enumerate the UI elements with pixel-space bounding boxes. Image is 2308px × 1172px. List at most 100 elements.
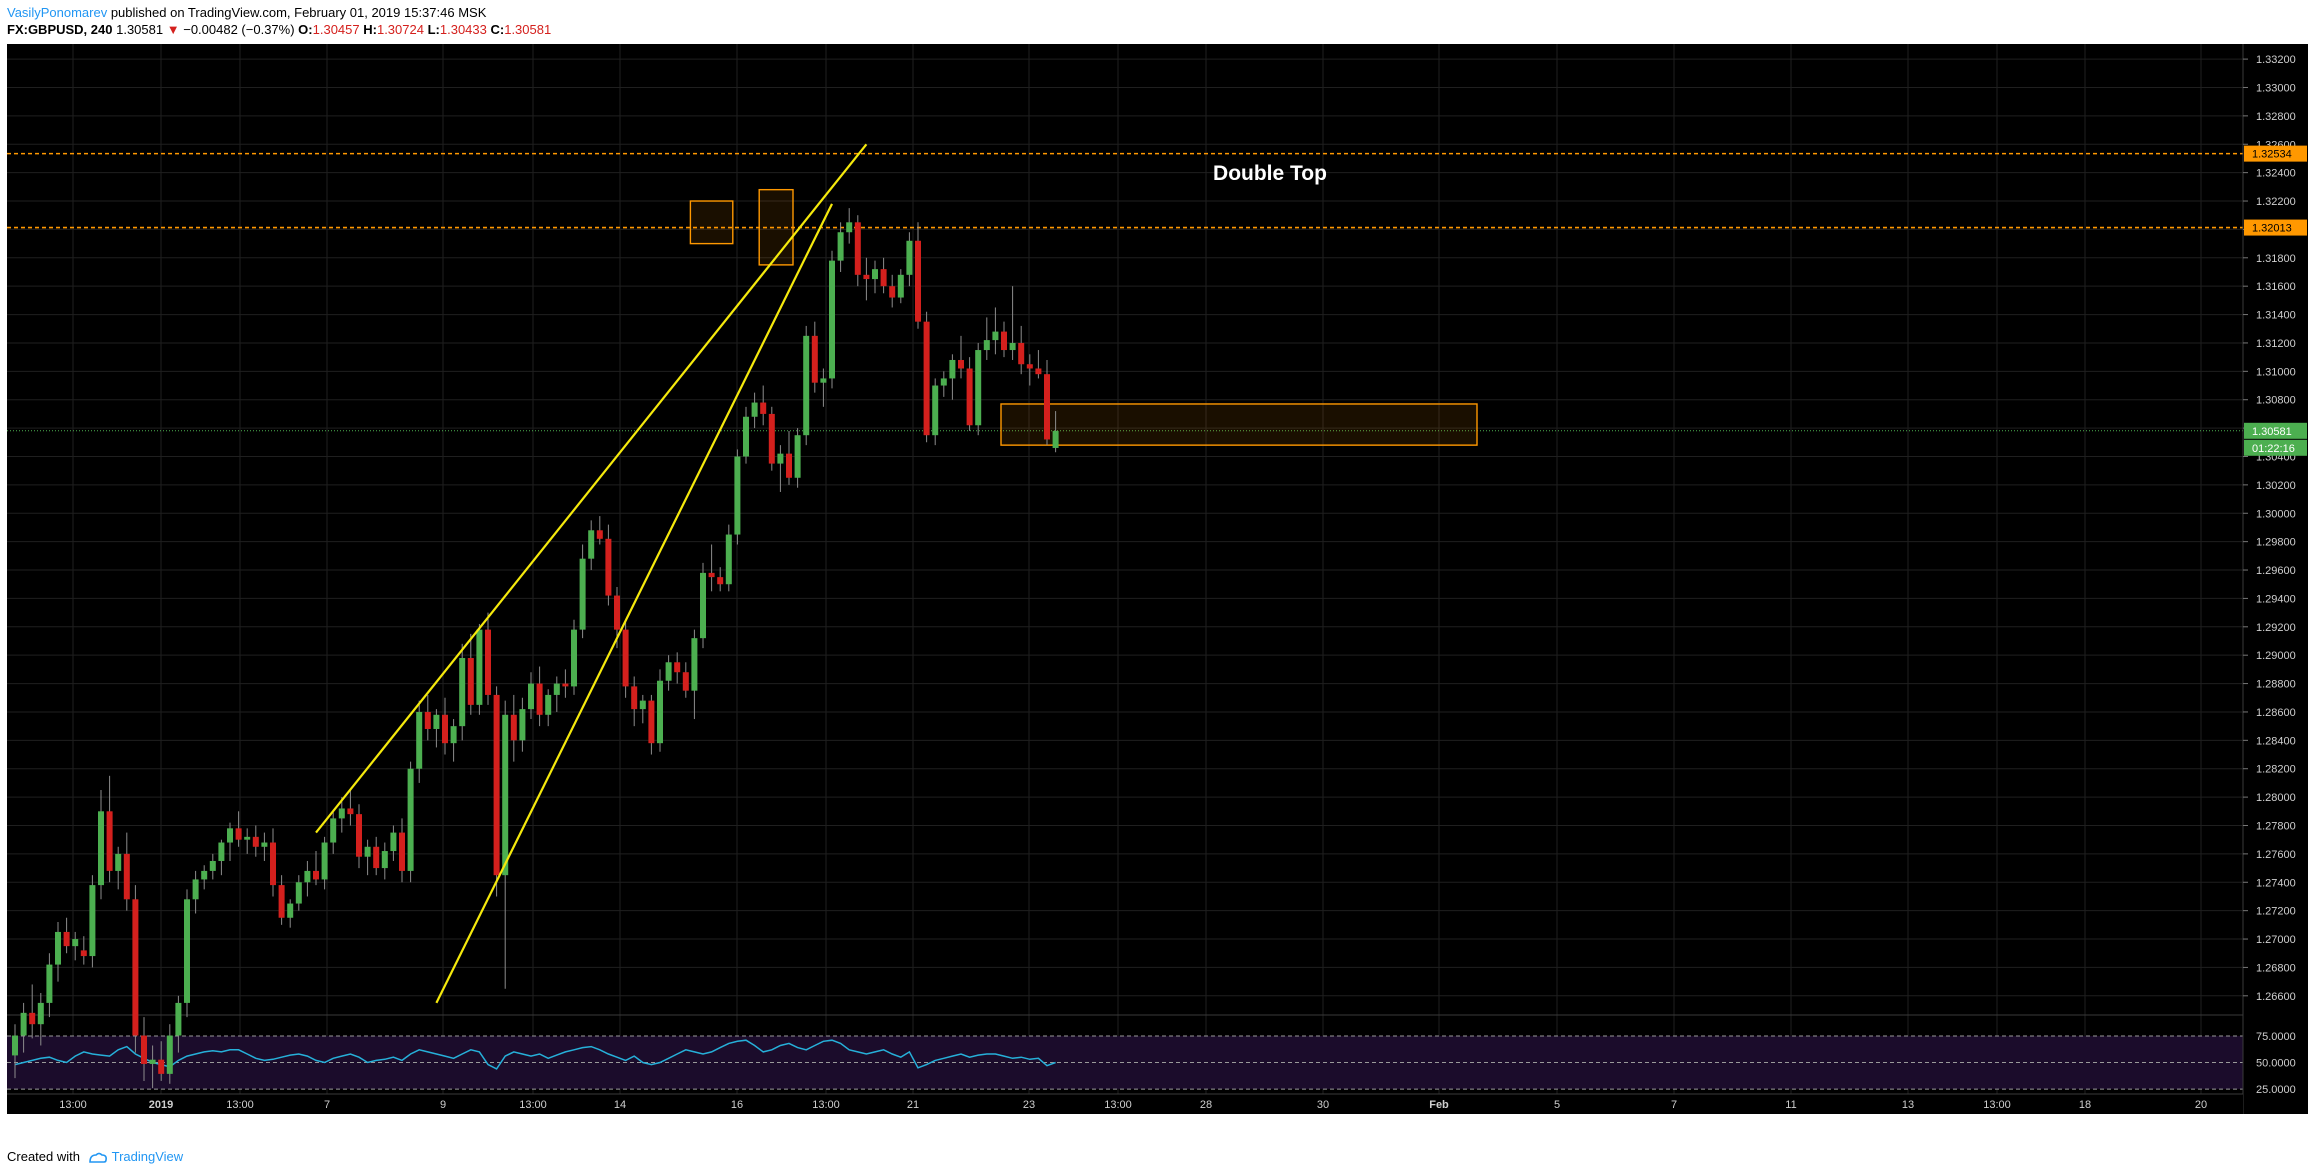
- candle-body: [390, 832, 397, 852]
- candle-body: [407, 768, 414, 871]
- candle-body: [614, 595, 620, 630]
- candle-body: [682, 672, 689, 691]
- candle-body: [1052, 430, 1059, 448]
- candle-body: [304, 870, 311, 883]
- candle-body: [55, 931, 61, 965]
- candle-body: [1035, 368, 1042, 375]
- candle-body: [803, 335, 810, 436]
- time-tick-label: 28: [1200, 1099, 1212, 1111]
- candle-body: [20, 1012, 27, 1036]
- chart-canvas[interactable]: Double Top 1.332001.330001.328001.326001…: [0, 0, 2308, 1140]
- time-tick-label: 2019: [149, 1099, 173, 1111]
- candle-body: [786, 453, 792, 478]
- candle-body: [648, 700, 655, 744]
- open-value: 1.30457: [312, 22, 360, 37]
- candle-body: [123, 853, 130, 900]
- price-tick-label: 1.33000: [2256, 82, 2296, 94]
- candle-body: [450, 726, 457, 744]
- candle-body: [1026, 364, 1033, 369]
- candle-body: [89, 885, 96, 957]
- candle-body: [966, 368, 973, 426]
- rsi-level-label: 50.0000: [2256, 1058, 2296, 1070]
- candle-body: [571, 629, 577, 687]
- candle-body: [915, 240, 921, 322]
- publication-info: VasilyPonomarev published on TradingView…: [7, 5, 486, 20]
- price-axis[interactable]: 1.332001.330001.328001.326001.324001.322…: [2242, 44, 2308, 1114]
- price-tick-label: 1.33200: [2256, 54, 2296, 66]
- candle-body: [579, 558, 586, 630]
- candle-body: [940, 378, 947, 386]
- candle-body: [80, 950, 87, 957]
- candle-body: [923, 321, 930, 436]
- time-axis[interactable]: 13:00 2019 13:00 7 9 13:00 14 16 13:00 21 23 13:00 2…: [7, 1093, 2243, 1114]
- price-tick-label: 1.28400: [2256, 735, 2296, 747]
- time-tick-label: 23: [1023, 1099, 1035, 1111]
- rsi-axis: 75.0000 50.0000 25.0000: [2256, 1031, 2296, 1096]
- price-tick-label: 1.31200: [2256, 338, 2296, 350]
- candle-body: [880, 269, 887, 287]
- candle-body: [837, 232, 844, 261]
- resistance-price-badge-bg: [2244, 219, 2307, 236]
- price-tick-label: 1.29600: [2256, 565, 2296, 577]
- price-tick-label: 1.31800: [2256, 253, 2296, 265]
- candle-body: [708, 572, 715, 578]
- time-tick-label: 13:00: [226, 1099, 254, 1111]
- candle-body: [1044, 374, 1050, 440]
- candle-body: [743, 416, 749, 457]
- symbol-label[interactable]: FX:GBPUSD, 240: [7, 22, 113, 37]
- candle-body: [347, 808, 354, 815]
- price-tick-label: 1.32200: [2256, 196, 2296, 208]
- candle-body: [442, 714, 448, 744]
- candle-body: [158, 1059, 165, 1074]
- candle-body: [29, 1012, 36, 1025]
- time-tick-label: 13: [1902, 1099, 1914, 1111]
- rsi-line: [14, 1039, 1056, 1070]
- candle-body: [975, 350, 982, 426]
- price-tick-label: 1.29400: [2256, 593, 2296, 605]
- wedge-trendline: [315, 143, 868, 834]
- candle-body: [622, 629, 629, 687]
- price-tick-label: 1.31400: [2256, 310, 2296, 322]
- candle-body: [717, 577, 724, 585]
- time-axis-bg: [7, 1094, 2243, 1114]
- candle-body: [872, 269, 878, 280]
- candle-body: [639, 700, 646, 710]
- candle-body: [330, 818, 337, 843]
- candle-body: [889, 286, 896, 298]
- double-top-box: [758, 188, 794, 266]
- candle-body: [278, 885, 285, 918]
- candle-body: [545, 694, 552, 715]
- candle-body: [983, 340, 990, 351]
- candle-body: [854, 222, 861, 275]
- candle-body: [510, 714, 517, 741]
- double-top-box: [689, 200, 734, 245]
- candle-body: [536, 683, 543, 715]
- double-top-annotation: Double Top: [1213, 162, 1327, 185]
- price-tick-label: 1.27600: [2256, 849, 2296, 861]
- rsi-level-lines: [7, 1014, 2243, 1090]
- candle-body: [356, 814, 362, 857]
- tradingview-logo-icon[interactable]: [88, 1152, 108, 1164]
- candle-body: [906, 240, 913, 275]
- candle-body: [631, 686, 638, 710]
- wedge-trendlines[interactable]: [315, 143, 868, 1004]
- last-price: 1.30581: [116, 22, 164, 37]
- support-zone-box: [1000, 403, 1478, 446]
- highlight-zones: [689, 188, 1478, 446]
- price-tick-label: 1.32400: [2256, 168, 2296, 180]
- candle-body: [98, 811, 104, 886]
- time-tick-label: 7: [1671, 1099, 1677, 1111]
- candle-body: [519, 709, 526, 741]
- author-link[interactable]: VasilyPonomarev: [7, 5, 108, 20]
- tradingview-brand-link[interactable]: TradingView: [111, 1149, 184, 1164]
- candle-body: [502, 714, 509, 876]
- candle-body: [235, 828, 242, 840]
- candle-body: [192, 879, 199, 900]
- grid-lines: [7, 44, 2243, 1094]
- resistance-price-badge: 1.32534: [2252, 149, 2292, 161]
- price-tick-label: 1.31000: [2256, 366, 2296, 378]
- published-text: published on TradingView.com, February 0…: [107, 5, 487, 20]
- candle-body: [657, 680, 663, 744]
- price-tick-label: 1.27800: [2256, 820, 2296, 832]
- price-tick-label: 1.30800: [2256, 395, 2296, 407]
